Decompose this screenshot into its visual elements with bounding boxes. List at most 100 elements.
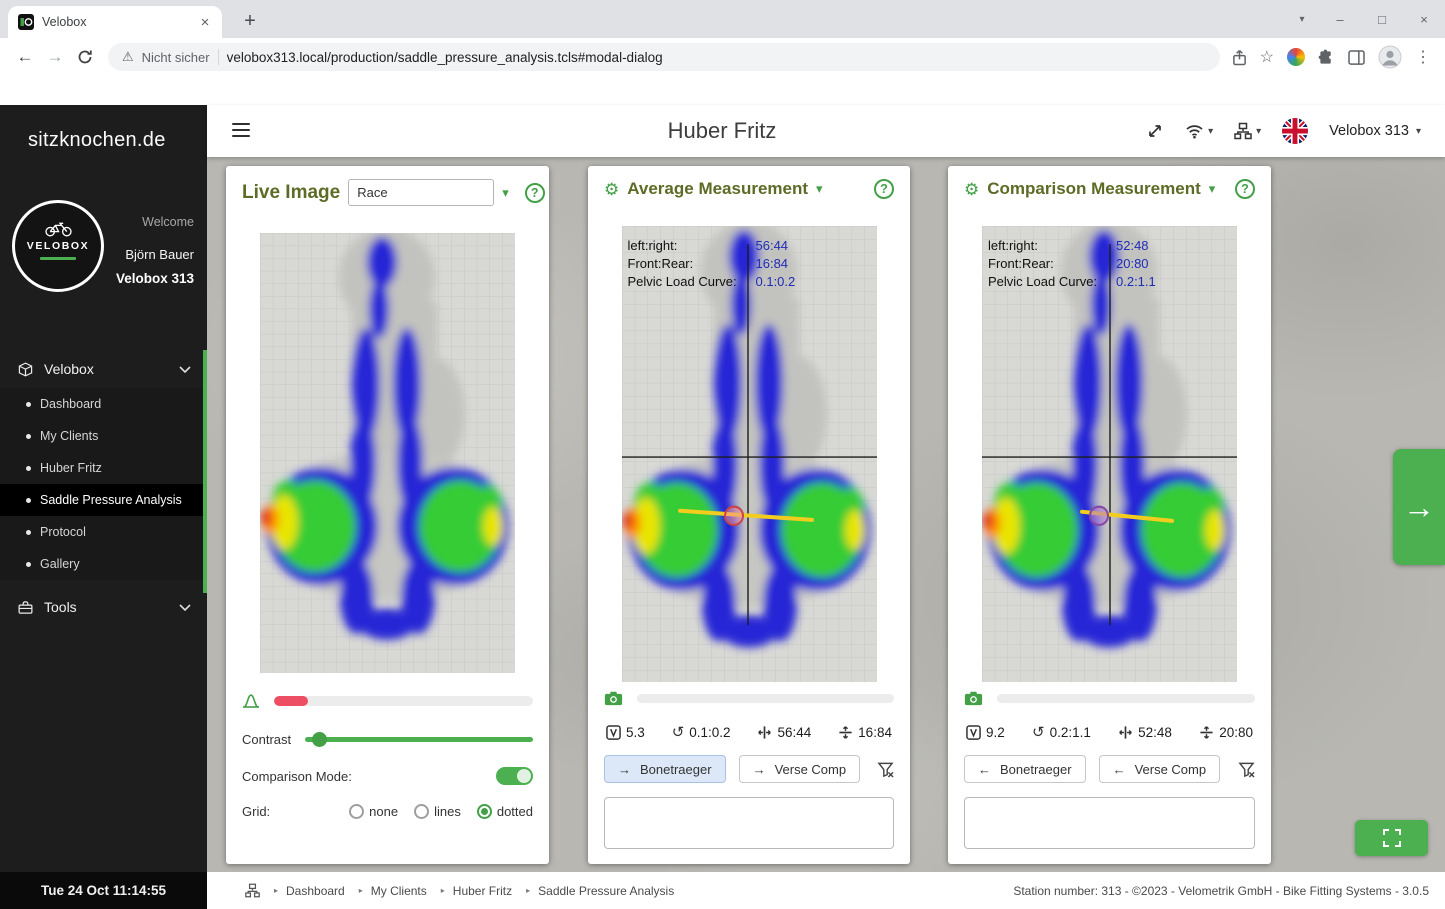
average-pressure-map[interactable]: left:right: 56:44 Front:Rear: 16:84 Pelvic… bbox=[621, 226, 877, 682]
sidebar-item-dashboard[interactable]: Dashboard bbox=[0, 388, 207, 420]
panel-title: Live Image bbox=[242, 181, 341, 203]
wifi-icon bbox=[1186, 124, 1203, 138]
minimize-button[interactable]: – bbox=[1336, 11, 1344, 27]
comment-box[interactable] bbox=[964, 797, 1255, 849]
front-rear-balance-icon bbox=[1200, 726, 1213, 739]
close-button[interactable]: × bbox=[1420, 11, 1428, 27]
not-secure-warning-icon[interactable]: ⚠ bbox=[122, 49, 134, 64]
stat-value: 0.1:0.2 bbox=[689, 725, 731, 740]
next-page-button[interactable]: → bbox=[1393, 449, 1445, 565]
forward-button[interactable]: → bbox=[46, 47, 64, 66]
address-bar[interactable]: ⚠ Nicht sicher velobox313.local/producti… bbox=[108, 43, 1220, 71]
remote-connection-icon[interactable] bbox=[1146, 122, 1164, 140]
chevron-down-icon: ▾ bbox=[1415, 125, 1421, 137]
main-content: Live Image ▾ ? Contrast Comparison Mod bbox=[207, 157, 1445, 872]
bonetraeger-button[interactable]: ← Bonetraeger bbox=[964, 755, 1086, 783]
stat-value: 16:84 bbox=[858, 725, 892, 740]
back-button[interactable]: ← bbox=[16, 47, 34, 66]
breadcrumb-item-huber-fritz[interactable]: Huber Fritz bbox=[452, 883, 513, 898]
browser-menu-icon[interactable]: ⋮ bbox=[1415, 49, 1431, 66]
sidebar-item-protocol[interactable]: Protocol bbox=[0, 516, 207, 548]
stat-front-rear: 20:80 bbox=[1199, 725, 1253, 740]
pressure-curve-icon[interactable] bbox=[242, 693, 260, 709]
station-dropdown[interactable]: Velobox 313 ▾ bbox=[1329, 123, 1421, 139]
contrast-slider-track[interactable] bbox=[305, 736, 533, 742]
measurement-overlay: left:right: 52:48 Front:Rear: 20:80 Pelvic… bbox=[988, 237, 1156, 291]
camera-icon[interactable] bbox=[964, 691, 983, 706]
radio-selected-icon[interactable] bbox=[476, 804, 492, 819]
bonetraeger-button[interactable]: → Bonetraeger bbox=[604, 755, 726, 783]
tab-title: Velobox bbox=[42, 15, 87, 29]
help-icon[interactable]: ? bbox=[1235, 179, 1255, 199]
hamburger-menu-icon[interactable] bbox=[232, 123, 250, 137]
verse-comp-button[interactable]: → Verse Comp bbox=[738, 755, 861, 783]
pressure-heatmap bbox=[621, 226, 877, 682]
breadcrumb-item-dashboard[interactable]: Dashboard bbox=[286, 883, 345, 898]
sidebar-item-my-clients[interactable]: My Clients bbox=[0, 420, 207, 452]
breadcrumb-item-saddle-pressure-analysis[interactable]: Saddle Pressure Analysis bbox=[538, 883, 675, 898]
comment-box[interactable] bbox=[604, 797, 894, 849]
fullscreen-button[interactable] bbox=[1355, 820, 1428, 856]
chevron-down-icon bbox=[179, 603, 191, 611]
share-icon[interactable] bbox=[1232, 49, 1247, 66]
new-tab-button[interactable]: + bbox=[244, 9, 256, 32]
tab-favicon-icon bbox=[18, 14, 34, 30]
sidebar-item-label: Gallery bbox=[40, 557, 80, 571]
help-icon[interactable]: ? bbox=[524, 182, 545, 203]
tab-close-icon[interactable]: × bbox=[200, 13, 210, 31]
clear-filter-icon[interactable] bbox=[1238, 761, 1255, 778]
stations-selector[interactable]: ▾ bbox=[1234, 122, 1261, 140]
verse-comp-button[interactable]: ← Verse Comp bbox=[1098, 755, 1221, 783]
breadcrumb-item-my-clients[interactable]: My Clients bbox=[370, 883, 427, 898]
comparison-pressure-map[interactable]: left:right: 52:48 Front:Rear: 20:80 Pelvic… bbox=[982, 226, 1237, 682]
profile-avatar[interactable] bbox=[1378, 45, 1402, 69]
chevron-down-icon[interactable]: ▾ bbox=[502, 184, 509, 200]
bullet-dot-icon bbox=[26, 465, 31, 471]
pelvic-load-label: Pelvic Load Curve: bbox=[627, 274, 737, 289]
chevron-down-icon[interactable]: ▾ bbox=[1208, 181, 1216, 196]
radio-icon[interactable] bbox=[414, 804, 430, 819]
maximize-button[interactable]: □ bbox=[1378, 11, 1386, 27]
side-panel-icon[interactable] bbox=[1348, 49, 1365, 65]
pelvic-curve-icon: ↺ bbox=[671, 724, 685, 741]
wifi-selector[interactable]: ▾ bbox=[1185, 124, 1213, 139]
pressure-level-fill bbox=[274, 696, 308, 706]
comparison-mode-toggle[interactable] bbox=[496, 767, 533, 785]
chevron-down-icon[interactable]: ▾ bbox=[816, 181, 823, 196]
grid-option-none[interactable]: none bbox=[349, 804, 398, 819]
contrast-label: Contrast bbox=[242, 731, 292, 747]
browser-toolbar: ← → ⚠ Nicht sicher velobox313.local/prod… bbox=[0, 38, 1445, 76]
sidebar-item-saddle-pressure-analysis[interactable]: Saddle Pressure Analysis bbox=[0, 484, 207, 516]
bookmark-star-icon[interactable]: ☆ bbox=[1259, 49, 1274, 66]
app-footer: ▸ Dashboard ▸ My Clients ▸ Huber Fritz ▸… bbox=[207, 872, 1445, 909]
extension-icon[interactable] bbox=[1287, 48, 1305, 66]
left-right-label: left:right: bbox=[627, 238, 678, 253]
help-icon[interactable]: ? bbox=[874, 179, 894, 199]
contrast-slider[interactable] bbox=[305, 731, 533, 747]
settings-gear-icon[interactable]: ⚙ bbox=[604, 179, 620, 199]
settings-gear-icon[interactable]: ⚙ bbox=[964, 179, 980, 199]
browser-tab[interactable]: Velobox × bbox=[8, 6, 222, 38]
active-section-indicator bbox=[203, 350, 207, 593]
tab-search-chevron-icon[interactable]: ▾ bbox=[1299, 13, 1305, 25]
sidebar-item-gallery[interactable]: Gallery bbox=[0, 548, 207, 580]
reload-button[interactable] bbox=[70, 42, 100, 72]
stat-pelvic-curve: ↺ 0.2:1.1 bbox=[1032, 725, 1091, 740]
stat-value: 0.2:1.1 bbox=[1049, 725, 1091, 740]
extensions-puzzle-icon[interactable] bbox=[1318, 49, 1335, 66]
sidebar-item-velobox[interactable]: Velobox bbox=[0, 350, 207, 388]
grid-option-dotted[interactable]: dotted bbox=[476, 804, 533, 819]
button-label: Verse Comp bbox=[774, 761, 847, 777]
preset-select[interactable] bbox=[348, 179, 495, 206]
sidebar-item-huber-fritz[interactable]: Huber Fritz bbox=[0, 452, 207, 484]
arrow-icon: ← bbox=[1112, 761, 1126, 777]
radio-icon[interactable] bbox=[349, 804, 365, 819]
camera-icon[interactable] bbox=[604, 691, 623, 706]
grid-option-lines[interactable]: lines bbox=[414, 804, 461, 819]
sidebar-tools-label: Tools bbox=[44, 599, 77, 615]
uk-flag-icon[interactable] bbox=[1282, 118, 1309, 144]
sidebar-item-tools[interactable]: Tools bbox=[0, 588, 207, 626]
sidebar-velobox-label: Velobox bbox=[44, 361, 94, 377]
clear-filter-icon[interactable] bbox=[877, 761, 894, 778]
contrast-slider-knob[interactable] bbox=[311, 731, 327, 747]
